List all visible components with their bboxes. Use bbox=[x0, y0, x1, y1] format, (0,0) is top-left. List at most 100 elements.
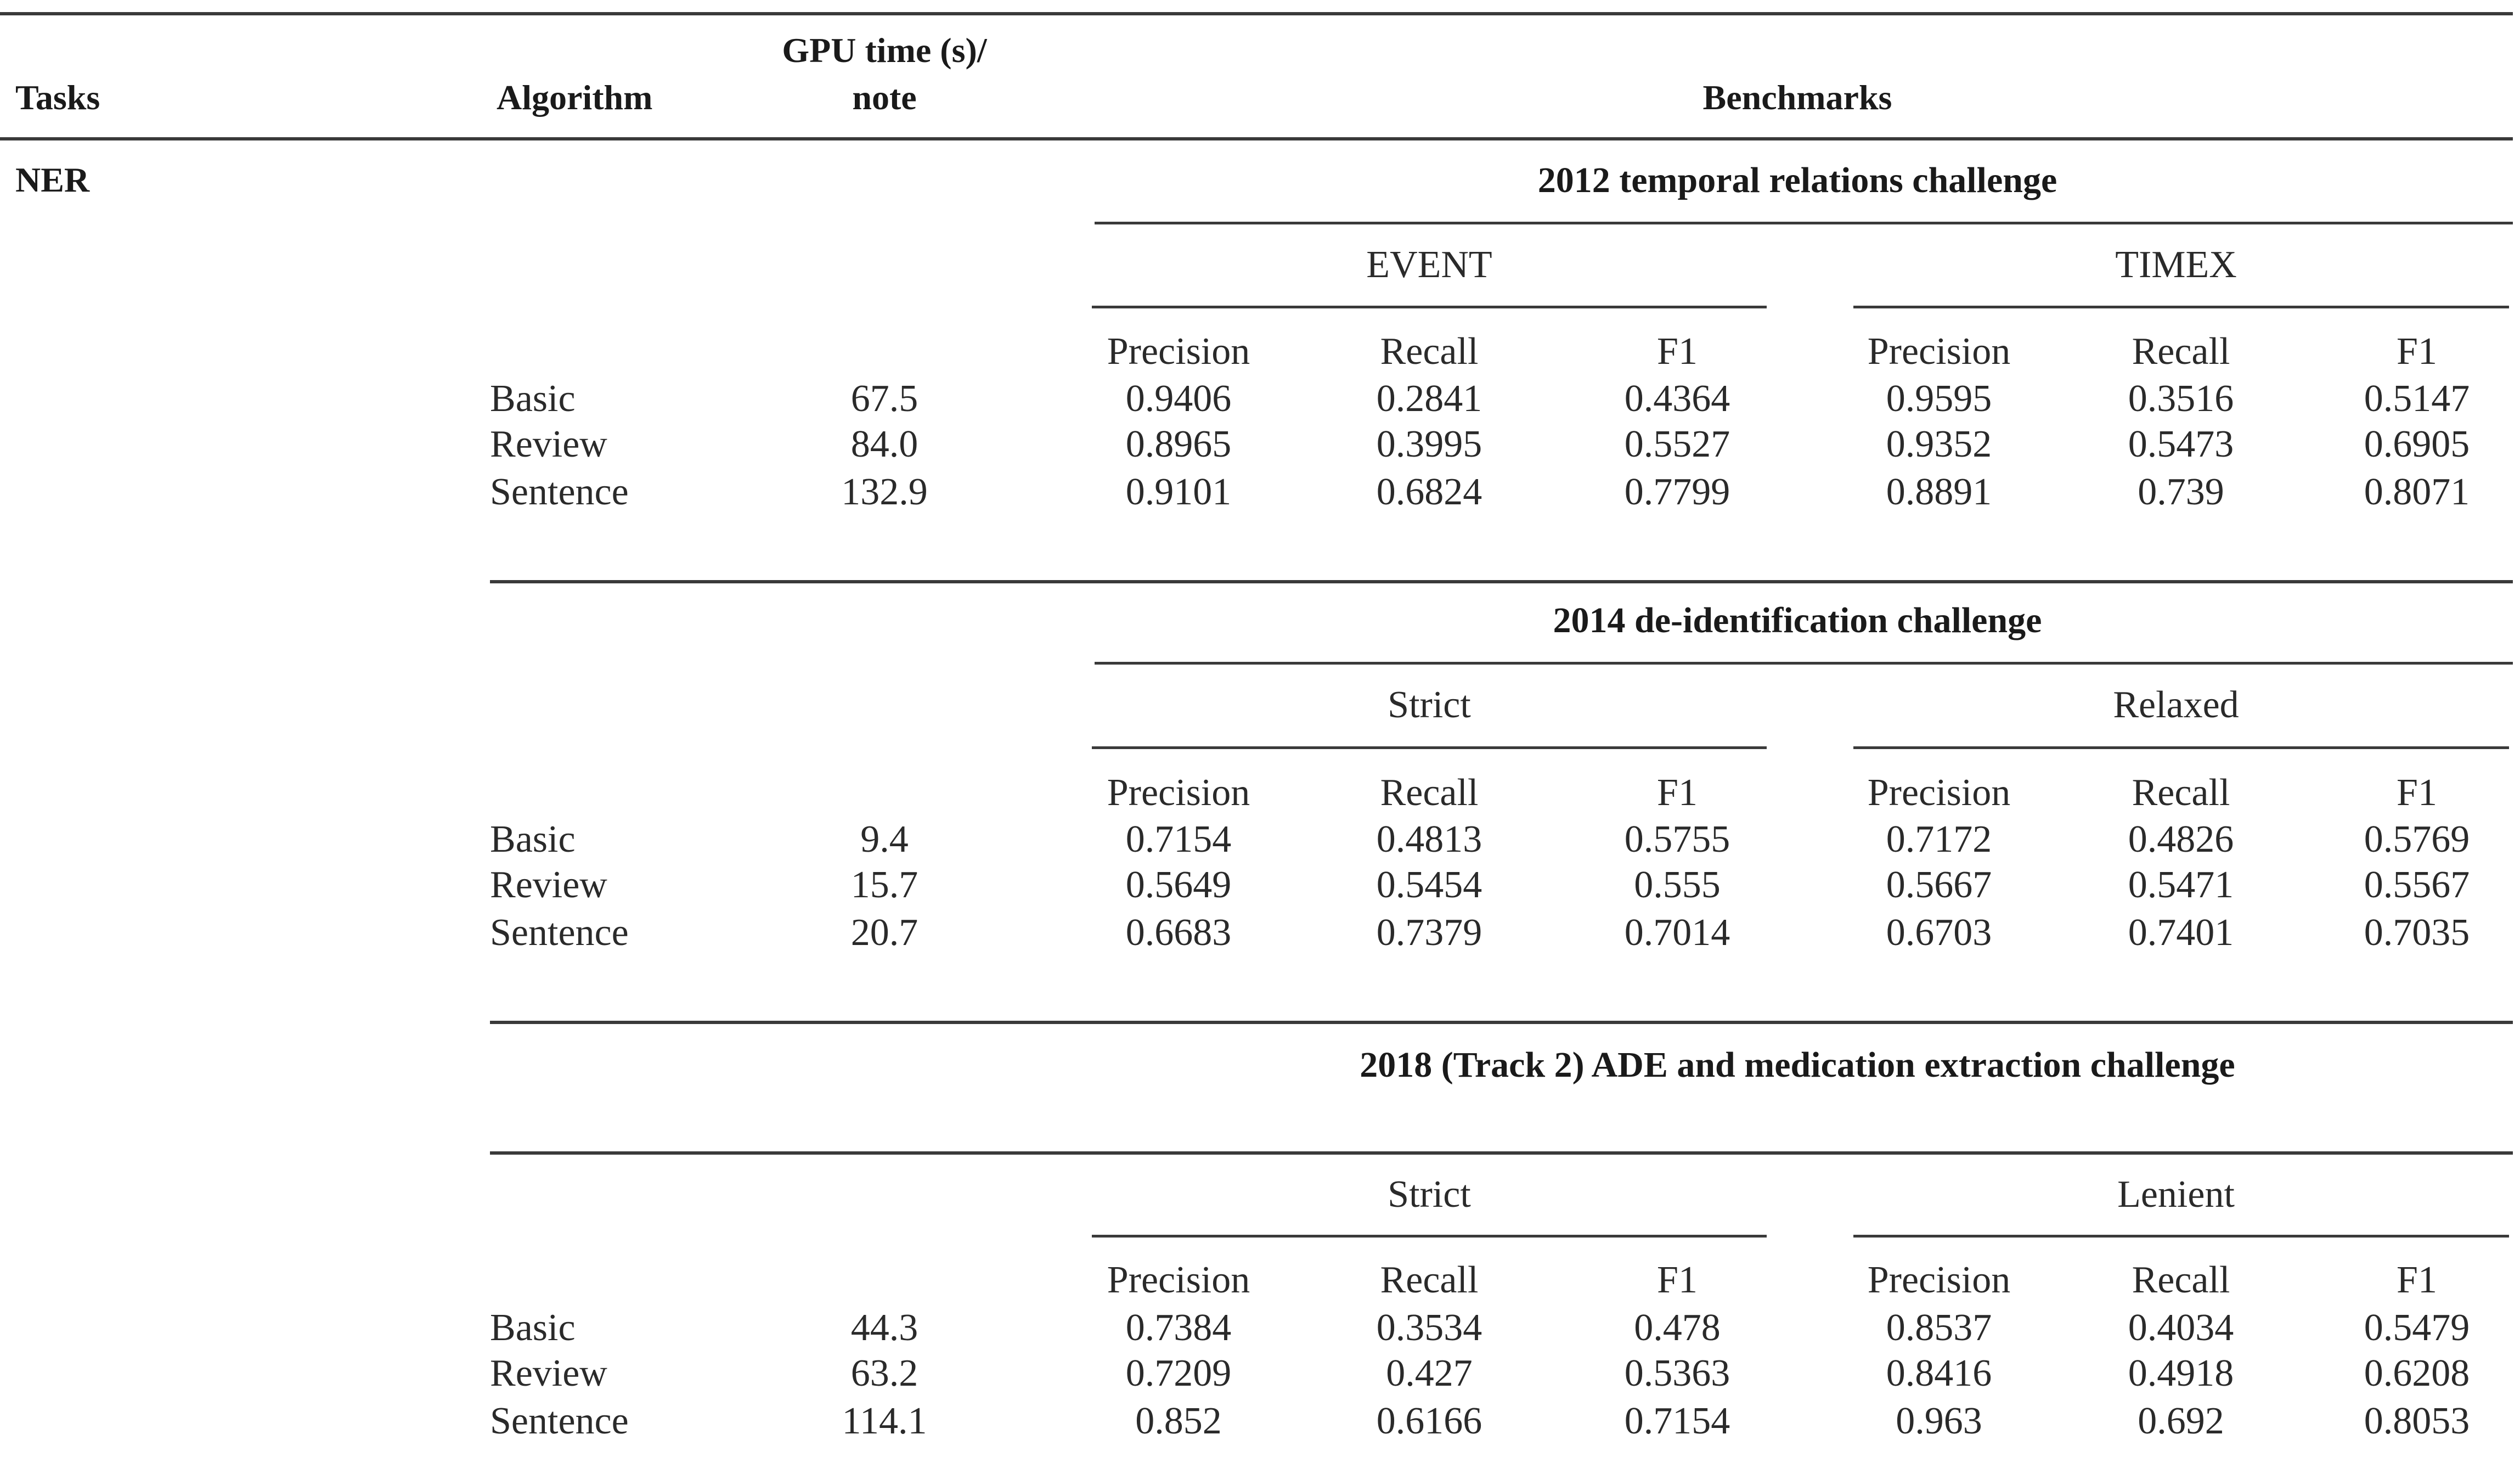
metric-header: Precision bbox=[1107, 330, 1250, 373]
table-cell: 0.7172 bbox=[1886, 818, 1992, 860]
table-cell: 0.4813 bbox=[1376, 818, 1482, 860]
gpu-time-cell: 20.7 bbox=[850, 912, 918, 954]
table-cell: 0.852 bbox=[1135, 1400, 1222, 1442]
group-rule bbox=[1853, 306, 2509, 308]
section-rule bbox=[490, 1021, 2513, 1024]
group-label: TIMEX bbox=[2115, 244, 2237, 286]
group-label: Strict bbox=[1388, 1173, 1471, 1216]
metric-header: F1 bbox=[2397, 772, 2437, 814]
gpu-time-cell: 67.5 bbox=[850, 378, 918, 420]
group-label: Strict bbox=[1388, 684, 1471, 726]
table-cell: 0.5471 bbox=[2128, 864, 2234, 906]
algorithm-label: Review bbox=[490, 1352, 607, 1394]
group-label: Relaxed bbox=[2113, 684, 2239, 726]
gpu-time-cell: 132.9 bbox=[841, 471, 928, 513]
metric-header: Precision bbox=[1867, 330, 2011, 373]
table-cell: 0.7154 bbox=[1125, 818, 1232, 860]
top-rule bbox=[0, 12, 2513, 15]
table-cell: 0.3516 bbox=[2128, 378, 2234, 420]
algorithm-label: Review bbox=[490, 423, 607, 465]
table-cell: 0.7035 bbox=[2364, 912, 2470, 954]
table-cell: 0.5363 bbox=[1624, 1352, 1730, 1394]
group-rule bbox=[1092, 746, 1767, 749]
table-cell: 0.5769 bbox=[2364, 818, 2470, 860]
table-cell: 0.6166 bbox=[1376, 1400, 1482, 1442]
table-cell: 0.5667 bbox=[1886, 864, 1992, 906]
table-cell: 0.8891 bbox=[1886, 471, 1992, 513]
metric-header: Recall bbox=[2132, 330, 2230, 373]
gpu-time-cell: 15.7 bbox=[850, 864, 918, 906]
metric-header: F1 bbox=[1657, 1259, 1698, 1301]
header-benchmarks: Benchmarks bbox=[1702, 78, 1892, 117]
table-cell: 0.7154 bbox=[1624, 1400, 1730, 1442]
table-cell: 0.8071 bbox=[2364, 471, 2470, 513]
table-cell: 0.7799 bbox=[1624, 471, 1730, 513]
metric-header: Precision bbox=[1107, 1259, 1250, 1301]
header-gpu-time-line1: GPU time (s)/ bbox=[782, 31, 987, 70]
metric-header: F1 bbox=[2397, 330, 2437, 373]
table-cell: 0.4918 bbox=[2128, 1352, 2234, 1394]
metric-header: Recall bbox=[2132, 1259, 2230, 1301]
header-rule bbox=[0, 137, 2513, 140]
table-cell: 0.963 bbox=[1896, 1400, 1982, 1442]
table-cell: 0.5147 bbox=[2364, 378, 2470, 420]
metric-header: Recall bbox=[1380, 1259, 1479, 1301]
header-algorithm: Algorithm bbox=[497, 78, 653, 117]
table-cell: 0.8053 bbox=[2364, 1400, 2470, 1442]
gpu-time-cell: 44.3 bbox=[850, 1307, 918, 1349]
section-title: 2014 de-identification challenge bbox=[1553, 600, 2042, 640]
table-cell: 0.555 bbox=[1634, 864, 1721, 906]
header-gpu-time-line2: note bbox=[852, 78, 917, 117]
section-title: 2012 temporal relations challenge bbox=[1537, 160, 2057, 200]
table-cell: 0.6683 bbox=[1125, 912, 1232, 954]
table-cell: 0.6905 bbox=[2364, 423, 2470, 465]
table-cell: 0.5473 bbox=[2128, 423, 2234, 465]
table-cell: 0.9406 bbox=[1125, 378, 1232, 420]
metric-header: Precision bbox=[1867, 772, 2011, 814]
group-label: EVENT bbox=[1366, 244, 1492, 286]
table-cell: 0.6824 bbox=[1376, 471, 1482, 513]
metric-header: Recall bbox=[2132, 772, 2230, 814]
table-cell: 0.427 bbox=[1386, 1352, 1473, 1394]
table-cell: 0.5567 bbox=[2364, 864, 2470, 906]
task-label: NER bbox=[15, 160, 90, 199]
metric-header: F1 bbox=[1657, 772, 1698, 814]
metric-header: Precision bbox=[1107, 772, 1250, 814]
table-cell: 0.8416 bbox=[1886, 1352, 1992, 1394]
group-rule bbox=[1853, 746, 2509, 749]
table-cell: 0.5527 bbox=[1624, 423, 1730, 465]
section-title-rule bbox=[490, 1151, 2513, 1155]
table-cell: 0.7401 bbox=[2128, 912, 2234, 954]
metric-header: Recall bbox=[1380, 772, 1479, 814]
gpu-time-cell: 63.2 bbox=[850, 1352, 918, 1394]
metric-header: F1 bbox=[1657, 330, 1698, 373]
table-cell: 0.7379 bbox=[1376, 912, 1482, 954]
header-tasks: Tasks bbox=[15, 78, 100, 117]
gpu-time-cell: 9.4 bbox=[860, 818, 909, 860]
table-cell: 0.5755 bbox=[1624, 818, 1730, 860]
table-cell: 0.6703 bbox=[1886, 912, 1992, 954]
algorithm-label: Basic bbox=[490, 378, 576, 420]
metric-header: Recall bbox=[1380, 330, 1479, 373]
algorithm-label: Review bbox=[490, 864, 607, 906]
table-cell: 0.692 bbox=[2138, 1400, 2224, 1442]
group-rule bbox=[1092, 306, 1767, 308]
section-title-rule bbox=[1095, 662, 2513, 665]
table-cell: 0.9352 bbox=[1886, 423, 1992, 465]
gpu-time-cell: 84.0 bbox=[850, 423, 918, 465]
algorithm-label: Sentence bbox=[490, 912, 629, 954]
gpu-time-cell: 114.1 bbox=[842, 1400, 927, 1442]
table-cell: 0.739 bbox=[2138, 471, 2224, 513]
section-title-rule bbox=[1095, 222, 2513, 224]
table-cell: 0.4364 bbox=[1624, 378, 1730, 420]
table-cell: 0.4034 bbox=[2128, 1307, 2234, 1349]
table-cell: 0.9101 bbox=[1125, 471, 1232, 513]
table-cell: 0.5479 bbox=[2364, 1307, 2470, 1349]
group-rule bbox=[1092, 1235, 1767, 1238]
table-cell: 0.3995 bbox=[1376, 423, 1482, 465]
section-title: 2018 (Track 2) ADE and medication extrac… bbox=[1360, 1045, 2235, 1085]
metric-header: F1 bbox=[2397, 1259, 2437, 1301]
table-cell: 0.7209 bbox=[1125, 1352, 1232, 1394]
table-cell: 0.6208 bbox=[2364, 1352, 2470, 1394]
